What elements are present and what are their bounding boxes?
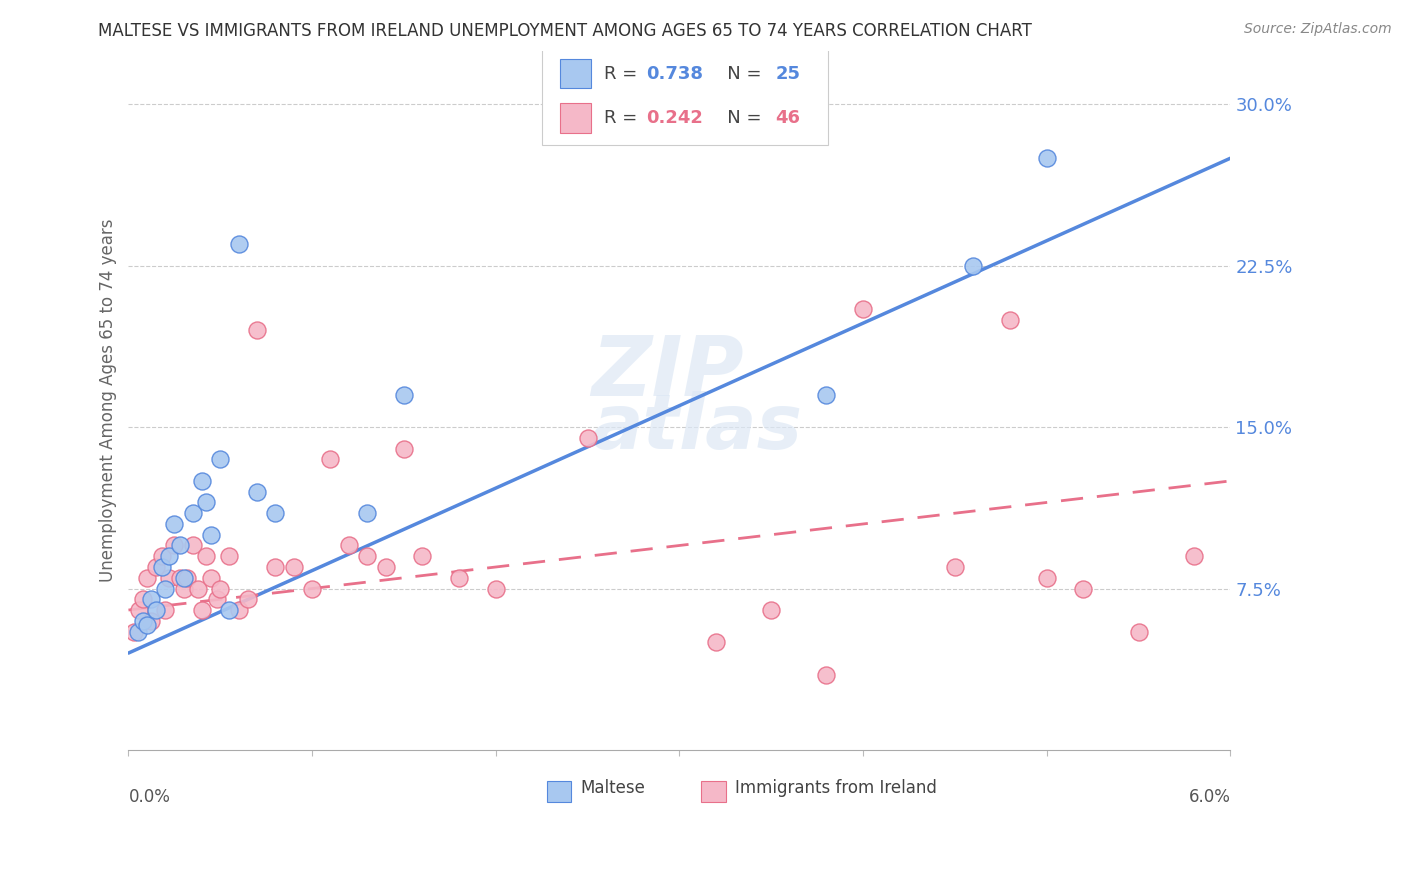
Point — [132, 592, 155, 607]
Text: Immigrants from Ireland: Immigrants from Ireland — [734, 780, 936, 797]
Point — [943, 560, 966, 574]
Point — [228, 237, 250, 252]
Point — [153, 582, 176, 596]
Point — [169, 571, 191, 585]
Point — [815, 667, 838, 681]
Point — [411, 549, 433, 564]
Point — [704, 635, 727, 649]
Point — [181, 539, 204, 553]
Point — [187, 582, 209, 596]
Point — [485, 582, 508, 596]
Point — [169, 539, 191, 553]
Point — [1035, 571, 1057, 585]
Point — [173, 571, 195, 585]
Point — [576, 431, 599, 445]
Point — [135, 571, 157, 585]
Point — [246, 323, 269, 337]
FancyBboxPatch shape — [541, 44, 828, 145]
Point — [1073, 582, 1095, 596]
Point — [1128, 624, 1150, 639]
Point — [761, 603, 783, 617]
Point — [356, 506, 378, 520]
Point — [122, 624, 145, 639]
Point — [135, 618, 157, 632]
Point — [139, 592, 162, 607]
Point — [1035, 151, 1057, 165]
Point — [228, 603, 250, 617]
Point — [337, 539, 360, 553]
Point — [200, 571, 222, 585]
Text: R =: R = — [605, 109, 644, 127]
Bar — [561, 59, 592, 88]
Text: 0.0%: 0.0% — [128, 789, 170, 806]
Text: N =: N = — [710, 109, 768, 127]
Point — [356, 549, 378, 564]
Point — [319, 452, 342, 467]
Bar — [561, 103, 592, 133]
Point — [194, 549, 217, 564]
Bar — [547, 781, 571, 802]
Point — [173, 582, 195, 596]
Point — [447, 571, 470, 585]
Point — [157, 571, 180, 585]
Point — [191, 603, 214, 617]
Point — [145, 560, 167, 574]
Point — [264, 560, 287, 574]
Bar — [702, 781, 725, 802]
Text: ZIP: ZIP — [592, 332, 744, 413]
Point — [283, 560, 305, 574]
Point — [209, 582, 232, 596]
Y-axis label: Unemployment Among Ages 65 to 74 years: Unemployment Among Ages 65 to 74 years — [100, 219, 117, 582]
Point — [163, 516, 186, 531]
Text: Source: ZipAtlas.com: Source: ZipAtlas.com — [1244, 22, 1392, 37]
Point — [194, 495, 217, 509]
Point — [374, 560, 396, 574]
Point — [153, 603, 176, 617]
Point — [205, 592, 228, 607]
Point — [191, 474, 214, 488]
Point — [150, 549, 173, 564]
Text: N =: N = — [710, 64, 768, 83]
Point — [1182, 549, 1205, 564]
Point — [150, 560, 173, 574]
Point — [163, 539, 186, 553]
Point — [128, 603, 150, 617]
Text: 0.242: 0.242 — [647, 109, 703, 127]
Point — [200, 527, 222, 541]
Point — [301, 582, 323, 596]
Point — [998, 312, 1021, 326]
Point — [176, 571, 198, 585]
Point — [145, 603, 167, 617]
Text: 6.0%: 6.0% — [1188, 789, 1230, 806]
Text: Maltese: Maltese — [581, 780, 645, 797]
Point — [132, 614, 155, 628]
Point — [157, 549, 180, 564]
Point — [127, 624, 149, 639]
Point — [815, 388, 838, 402]
Point — [139, 614, 162, 628]
Point — [218, 549, 240, 564]
Point — [852, 301, 875, 316]
Text: 25: 25 — [775, 64, 800, 83]
Point — [218, 603, 240, 617]
Point — [209, 452, 232, 467]
Point — [181, 506, 204, 520]
Point — [236, 592, 259, 607]
Point — [246, 484, 269, 499]
Text: R =: R = — [605, 64, 644, 83]
Point — [392, 388, 415, 402]
Text: MALTESE VS IMMIGRANTS FROM IRELAND UNEMPLOYMENT AMONG AGES 65 TO 74 YEARS CORREL: MALTESE VS IMMIGRANTS FROM IRELAND UNEMP… — [98, 22, 1032, 40]
Text: 0.738: 0.738 — [647, 64, 703, 83]
Point — [962, 259, 984, 273]
Text: atlas: atlas — [592, 392, 803, 466]
Point — [392, 442, 415, 456]
Point — [264, 506, 287, 520]
Text: 46: 46 — [775, 109, 800, 127]
